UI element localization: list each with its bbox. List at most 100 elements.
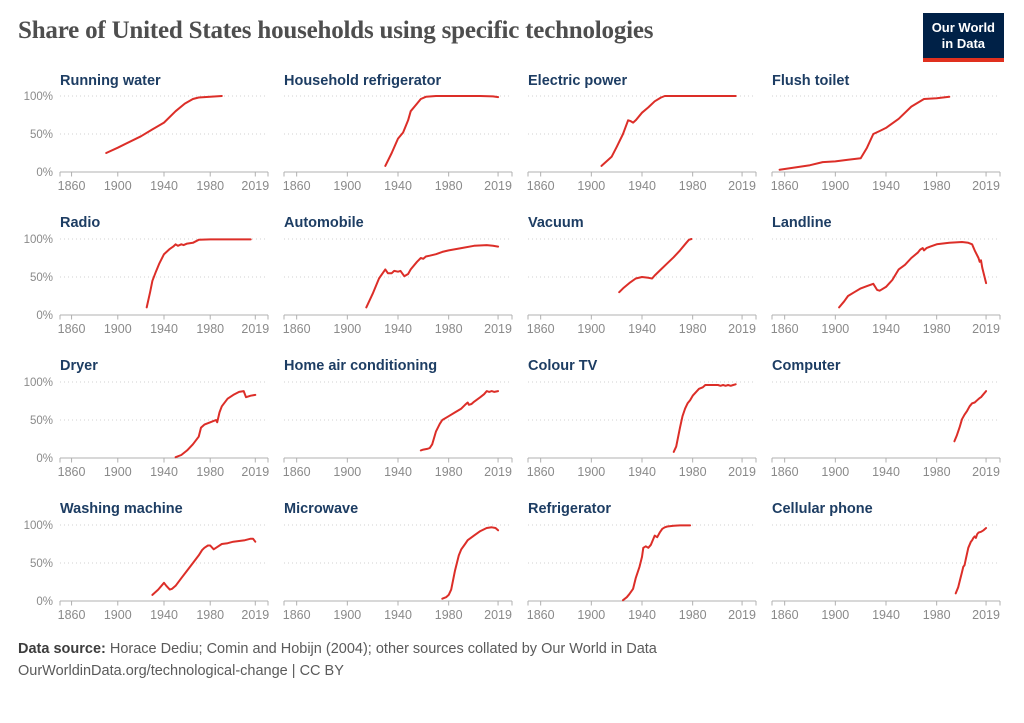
x-tick-label: 2019	[484, 608, 512, 622]
chart-canvas: 1860 1900 1940 1980 2019	[283, 381, 513, 479]
x-tick-label: 1860	[58, 608, 86, 622]
chart-canvas: 1860 1900 1940 1980 2019	[527, 381, 757, 479]
page-title: Share of United States households using …	[18, 17, 654, 44]
x-tick-label: 2019	[484, 465, 512, 479]
x-tick-label: 1980	[679, 608, 707, 622]
x-tick-label: 1940	[628, 179, 656, 193]
x-tick-label: 2019	[241, 465, 269, 479]
x-tick-label: 1900	[577, 465, 605, 479]
chart-title: Running water	[60, 72, 161, 89]
small-multiple-chart: Refrigerator 1860 1900 1940 1980 2019	[527, 501, 757, 625]
x-tick-label: 1900	[821, 179, 849, 193]
x-tick-label: 2019	[241, 179, 269, 193]
x-tick-label: 1940	[384, 179, 412, 193]
x-tick-label: 1940	[384, 322, 412, 336]
x-tick-label: 1860	[283, 465, 311, 479]
small-multiple-chart: Microwave 1860 1900 1940 1980 2019	[283, 501, 513, 625]
x-tick-label: 1980	[435, 608, 463, 622]
chart-title: Household refrigerator	[284, 72, 442, 89]
x-tick-label: 1980	[196, 608, 224, 622]
chart-title: Automobile	[284, 215, 364, 232]
chart-title: Landline	[772, 215, 832, 232]
small-multiple-chart: Flush toilet 1860 1900 1940 1980 2019	[771, 72, 1001, 197]
chart-title: Cellular phone	[772, 501, 873, 518]
y-tick-label: 100%	[24, 234, 53, 246]
chart-canvas: 1860 1900 1940 1980 2019	[283, 95, 513, 193]
chart-title: Radio	[60, 215, 101, 232]
chart-title: Microwave	[284, 501, 359, 518]
data-line	[953, 390, 988, 443]
x-tick-label: 1980	[923, 322, 951, 336]
x-tick-label: 1860	[771, 608, 799, 622]
x-tick-label: 1860	[58, 179, 86, 193]
x-tick-label: 1860	[527, 179, 555, 193]
x-tick-label: 1900	[104, 322, 132, 336]
x-tick-label: 1900	[104, 179, 132, 193]
y-tick-label: 50%	[30, 272, 53, 284]
chart-canvas: 1860 1900 1940 1980 2019	[771, 95, 1001, 193]
small-multiple-chart: Automobile 1860 1900 1940 1980 2019	[283, 215, 513, 339]
small-multiple-chart: Computer 1860 1900 1940 1980 2019	[771, 358, 1001, 482]
small-multiple-chart: Colour TV 1860 1900 1940 1980 2019	[527, 358, 757, 482]
owid-logo: Our World in Data	[922, 13, 1004, 62]
x-tick-label: 1980	[679, 465, 707, 479]
x-tick-label: 1980	[196, 322, 224, 336]
data-line	[600, 95, 737, 168]
x-tick-label: 1860	[283, 322, 311, 336]
y-tick-label: 0%	[36, 167, 53, 179]
x-tick-label: 2019	[241, 608, 269, 622]
x-tick-label: 1860	[283, 608, 311, 622]
x-tick-label: 1900	[104, 608, 132, 622]
chart-canvas: 1860 1900 1940 1980 2019 100% 50% 0%	[24, 377, 270, 479]
data-line	[672, 383, 737, 454]
chart-canvas: 1860 1900 1940 1980 2019 100% 50% 0%	[24, 91, 270, 193]
x-tick-label: 1900	[821, 465, 849, 479]
chart-title: Home air conditioning	[284, 358, 438, 375]
chart-canvas: 1860 1900 1940 1980 2019	[283, 524, 513, 622]
x-tick-label: 1940	[628, 465, 656, 479]
x-tick-label: 1860	[771, 322, 799, 336]
x-tick-label: 2019	[728, 179, 756, 193]
data-line	[105, 95, 223, 155]
x-tick-label: 2019	[728, 465, 756, 479]
x-tick-label: 1900	[333, 608, 361, 622]
x-tick-label: 2019	[484, 179, 512, 193]
x-tick-label: 1980	[679, 322, 707, 336]
data-line	[954, 527, 988, 595]
x-tick-label: 1940	[150, 608, 178, 622]
chart-title: Flush toilet	[772, 72, 850, 89]
small-multiple-chart: Cellular phone 1860 1900 1940 1980 2019	[771, 501, 1001, 625]
small-multiple-chart: Home air conditioning 1860 1900 1940 1980 20…	[283, 358, 513, 482]
small-multiple-chart: Landline 1860 1900 1940 1980 2019	[771, 215, 1001, 339]
x-tick-label: 1860	[527, 322, 555, 336]
x-tick-label: 1940	[628, 608, 656, 622]
chart-title: Washing machine	[60, 501, 183, 518]
header: Share of United States households using …	[0, 0, 1024, 70]
x-tick-label: 1980	[435, 322, 463, 336]
x-tick-label: 2019	[972, 322, 1000, 336]
x-tick-label: 1860	[283, 179, 311, 193]
x-tick-label: 1900	[577, 608, 605, 622]
data-line	[365, 244, 500, 309]
data-line	[145, 238, 252, 309]
x-tick-label: 1940	[872, 322, 900, 336]
y-tick-label: 100%	[24, 520, 53, 532]
small-multiple-chart: Washing machine 1860 1900 1940 1980 2019 100%…	[18, 501, 270, 625]
chart-canvas: 1860 1900 1940 1980 2019	[771, 524, 1001, 622]
data-line	[778, 96, 951, 172]
data-line	[622, 524, 692, 602]
chart-canvas: 1860 1900 1940 1980 2019	[771, 238, 1001, 336]
x-tick-label: 1860	[771, 465, 799, 479]
x-tick-label: 1900	[821, 322, 849, 336]
chart-title: Refrigerator	[528, 501, 611, 518]
x-tick-label: 2019	[484, 322, 512, 336]
chart-title: Computer	[772, 358, 841, 375]
small-multiple-chart: Running water 1860 1900 1940 1980 2019 100% 50…	[18, 72, 270, 197]
owid-logo-line1: Our World	[931, 20, 995, 35]
x-tick-label: 2019	[972, 179, 1000, 193]
owid-logo-line2: in Data	[941, 36, 986, 52]
data-line	[174, 390, 257, 459]
x-tick-label: 1860	[771, 179, 799, 193]
y-tick-label: 50%	[30, 558, 53, 570]
data-line	[838, 241, 988, 309]
